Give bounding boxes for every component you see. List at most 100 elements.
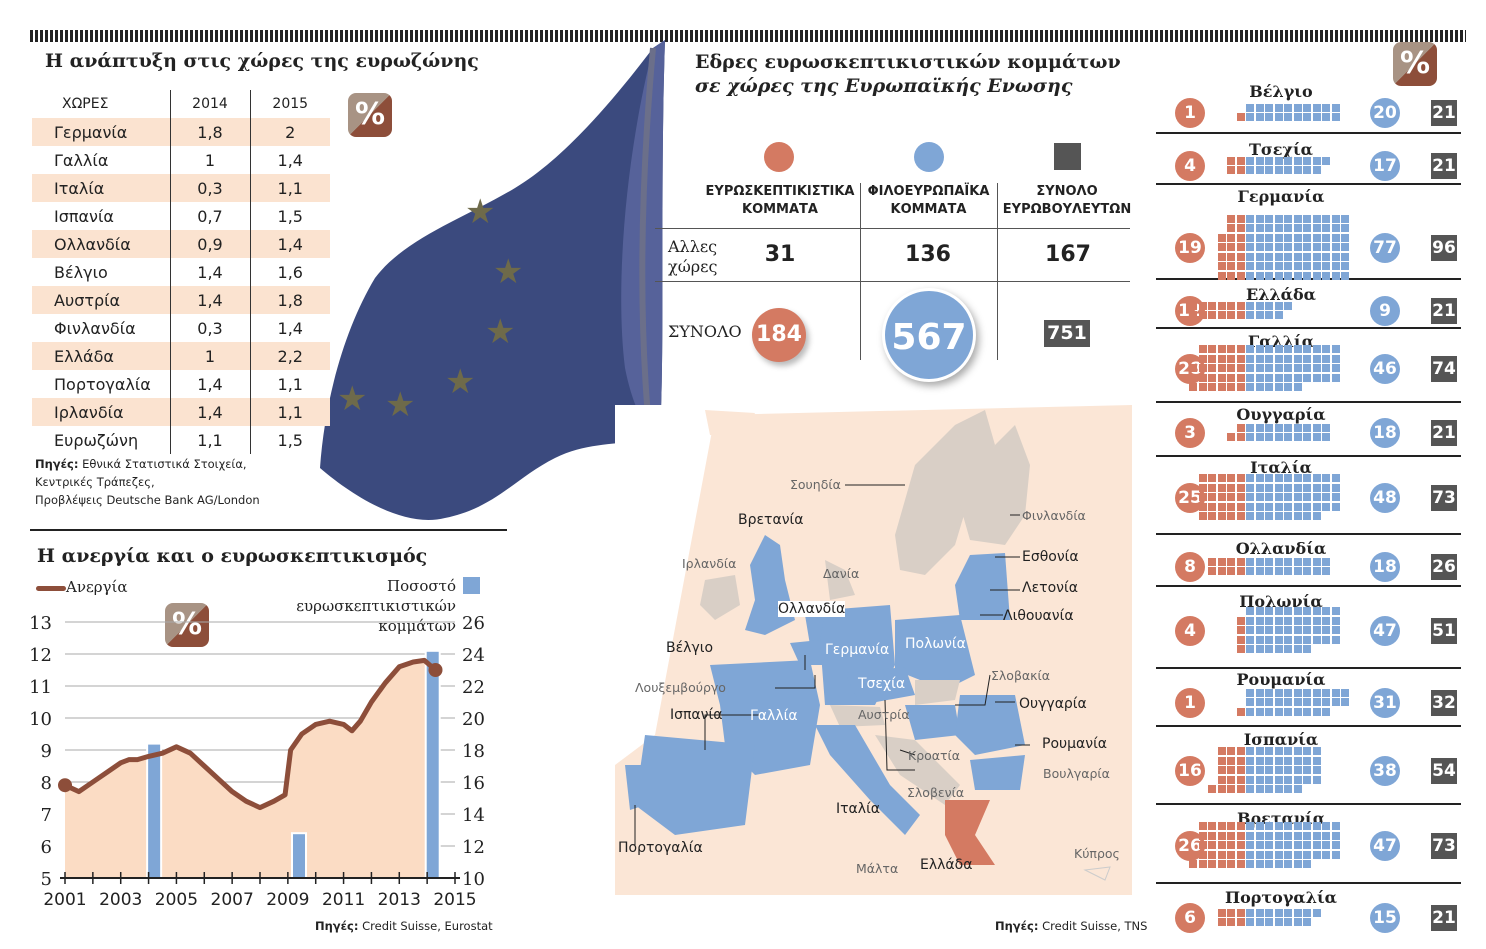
total-count: 54 [1431, 758, 1457, 784]
eurosceptic-seat [1189, 364, 1197, 373]
proeuropean-seat [1284, 103, 1292, 112]
map-label: Πορτογαλία [618, 840, 703, 856]
proeuropean-seat [1303, 214, 1311, 223]
proeuropean-seat [1293, 707, 1302, 716]
proeuropean-seat [1331, 607, 1340, 616]
proeuropean-seat [1274, 512, 1283, 521]
eurosceptic-seat [1227, 747, 1235, 756]
eurosceptic-seat [1217, 354, 1226, 363]
proeuropean-seat [1303, 626, 1311, 635]
proeuropean-seat [1293, 252, 1302, 261]
divider [1156, 882, 1461, 884]
proeuropean-seat [1312, 616, 1321, 625]
proeuropean-seat [1274, 423, 1283, 432]
header-eurosceptic: ΕΥΡΩΣΚΕΠΤΙΚΙΣΤΙΚΑ ΚΟΜΜΑΤΑ [705, 184, 855, 217]
top-dashed-rule [30, 30, 1466, 42]
eurosceptic-seat [1217, 262, 1226, 271]
total-count: 96 [1431, 235, 1457, 261]
total-label: ΣΥΝΟΛΟ [668, 322, 742, 341]
proeuropean-seat [1265, 364, 1273, 373]
growth-2015: 2,2 [249, 342, 330, 370]
proeuropean-seat [1274, 113, 1283, 121]
country-name: Ισπανία [1243, 730, 1319, 749]
proeuropean-seat [1246, 354, 1254, 363]
proeuropean-seat [1255, 474, 1264, 483]
growth-2014: 1,4 [169, 258, 250, 286]
proeuropean-seat [1312, 354, 1321, 363]
proeuropean-seat [1303, 607, 1311, 616]
growth-2015: 1,8 [249, 286, 330, 314]
proeuropean-count: 17 [1370, 151, 1400, 181]
proeuropean-seat [1331, 364, 1340, 373]
proeuropean-seat [1265, 850, 1273, 859]
proeuropean-seat [1331, 345, 1340, 354]
proeuropean-seat [1265, 607, 1273, 616]
proeuropean-seat [1312, 831, 1321, 840]
country-name: Γαλλία [54, 150, 109, 170]
proeuropean-seat [1284, 271, 1292, 280]
proeuropean-seat [1284, 785, 1292, 794]
proeuropean-seat [1303, 423, 1311, 432]
y-right-tick-label: 18 [462, 741, 485, 762]
proeuropean-seat [1284, 707, 1292, 716]
growth-2015: 1,1 [249, 398, 330, 426]
map-label: Γερμανία [825, 642, 890, 658]
proeuropean-seat [1331, 354, 1340, 363]
proeuropean-seat [1312, 607, 1321, 616]
proeuropean-seat [1293, 747, 1302, 756]
country-name: Ιταλία [32, 174, 170, 202]
divider [860, 183, 861, 360]
total-count: 73 [1431, 833, 1457, 859]
proeuropean-seat [1341, 233, 1349, 242]
eurosceptic-seat [1227, 156, 1235, 165]
proeuropean-seat [1246, 698, 1254, 707]
eurosceptic-seat [1198, 373, 1207, 382]
proeuropean-seat [1331, 262, 1340, 271]
proeuropean-seat [1303, 766, 1311, 775]
proeuropean-seat [1274, 645, 1283, 654]
proeuropean-seat [1246, 688, 1254, 697]
eurosceptic-seat [1198, 483, 1207, 492]
divider [997, 183, 998, 360]
proeuropean-seat [1265, 383, 1273, 392]
proeuropean-seat [1265, 156, 1273, 165]
belgium-shape [790, 640, 825, 665]
proeuropean-seat [1255, 364, 1264, 373]
country-name: Ιρλανδία [32, 398, 170, 426]
eurosceptic-seat [1236, 502, 1245, 511]
proeuropean-seat [1312, 373, 1321, 382]
divider [1156, 803, 1461, 805]
proeuropean-seat [1274, 383, 1283, 392]
eurosceptic-seat [1198, 383, 1207, 392]
proeuropean-count: 20 [1370, 98, 1400, 128]
proeuropean-seat [1341, 688, 1349, 697]
proeuropean-seat [1284, 626, 1292, 635]
proeuropean-seat [1293, 262, 1302, 271]
eurosceptic-seat [1208, 831, 1216, 840]
eurosceptic-seat [1217, 373, 1226, 382]
proeuropean-seat [1255, 512, 1264, 521]
legend-eurosceptic: Ποσοστό ευρωσκεπτικιστικών κομμάτων [296, 577, 456, 635]
eurosceptic-seat [1198, 831, 1207, 840]
proeuropean-seat [1284, 756, 1292, 765]
proeuropean-seat [1312, 635, 1321, 644]
start-marker [58, 778, 72, 793]
proeuropean-seat [1293, 607, 1302, 616]
proeuropean-seat [1303, 841, 1311, 850]
eurosceptic-seat [1236, 252, 1245, 261]
eurosceptic-seat [1236, 626, 1245, 635]
col-header-2014: 2014 [169, 90, 250, 118]
table-row: Γερμανία 1,8 2 [32, 118, 330, 146]
proeuropean-seat [1274, 354, 1283, 363]
proeuropean-seat [1246, 512, 1254, 521]
proeuropean-seat [1274, 301, 1283, 310]
proeuropean-seat [1293, 224, 1302, 233]
y-left-tick-label: 11 [29, 677, 52, 698]
y-left-tick-label: 10 [29, 709, 52, 730]
proeuropean-seat [1293, 354, 1302, 363]
eurosceptic-seat [1236, 860, 1245, 869]
map-label: Λουξεμβούργο [635, 680, 726, 695]
proeuropean-seat [1246, 822, 1254, 831]
proeuropean-seat [1293, 918, 1302, 926]
proeuropean-seat [1274, 233, 1283, 242]
